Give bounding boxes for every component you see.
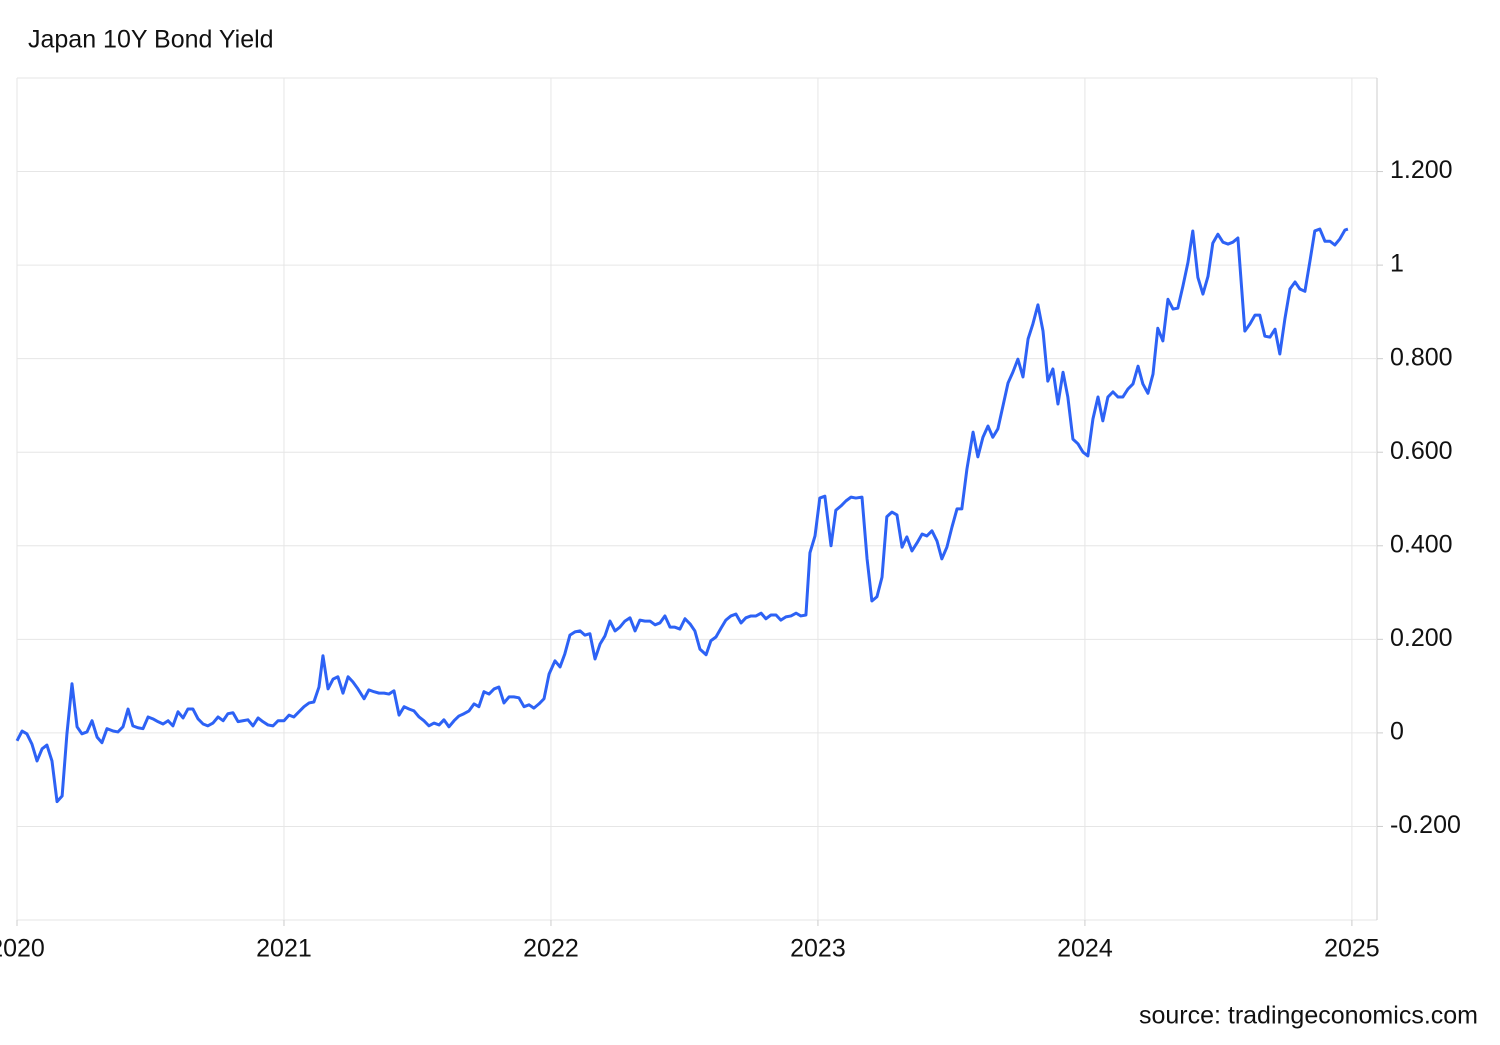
y-tick-label: 1 — [1390, 250, 1404, 278]
x-tick-label: 2022 — [523, 935, 579, 963]
x-tick-label: 2023 — [790, 935, 846, 963]
x-tick-label: 2024 — [1057, 935, 1113, 963]
y-tick-label: -0.200 — [1390, 811, 1461, 839]
x-tick-label: 2025 — [1324, 935, 1380, 963]
line — [15, 227, 1349, 804]
y-tick-label: 0.200 — [1390, 624, 1453, 652]
y-tick-label: 1.200 — [1390, 156, 1453, 184]
y-tick-label: 0.800 — [1390, 343, 1453, 371]
source: source: tradingeconomics.com — [1139, 1002, 1478, 1030]
chart-title: Japan 10Y Bond Yield — [28, 26, 274, 54]
x-tick-label: 2021 — [256, 935, 312, 963]
y-tick-label: 0.600 — [1390, 437, 1453, 465]
y-tick-label: 0.400 — [1390, 530, 1453, 558]
y-tick-label: 0 — [1390, 717, 1404, 745]
